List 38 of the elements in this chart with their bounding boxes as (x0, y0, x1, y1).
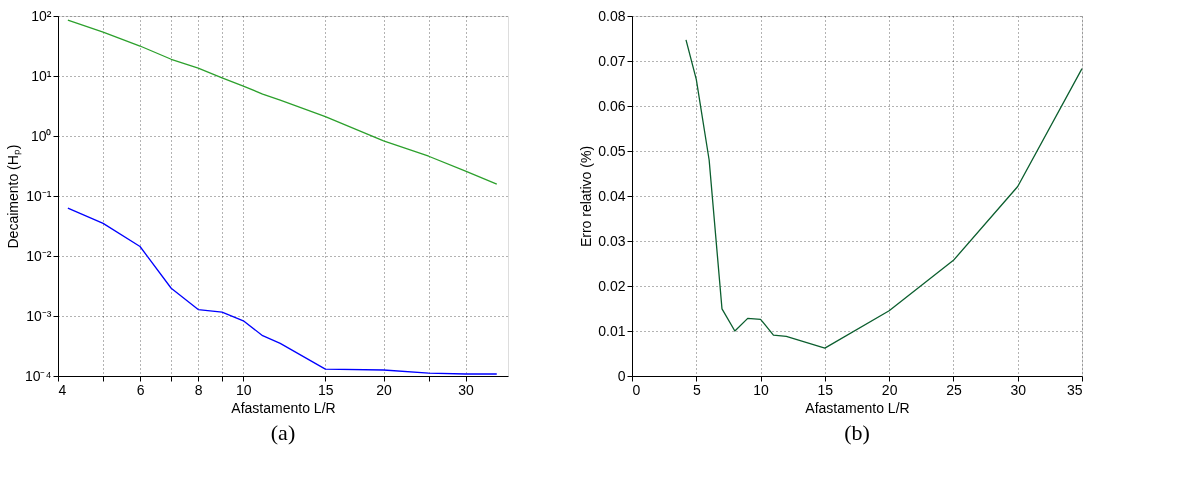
x-tick-label: 4 (58, 381, 67, 398)
x-tick-label: 35 (1066, 381, 1083, 398)
x-tick-label: 30 (1010, 381, 1027, 398)
x-tick-label: 25 (946, 381, 962, 398)
text: (b) (844, 420, 870, 445)
x-tick-label: 5 (692, 381, 701, 398)
y-axis-title: Decaimento (Hₚ) (4, 144, 22, 249)
y-tick-label: 10⁻² (26, 247, 52, 264)
y-tick-label: 0.01 (598, 322, 626, 339)
x-tick-label: 6 (136, 381, 145, 398)
y-axis-title: Erro relativo (%) (578, 145, 595, 248)
text: (a) (270, 420, 296, 445)
y-tick-label: 0.08 (598, 7, 626, 24)
y-tick-label: 0.06 (598, 97, 626, 114)
x-tick-label: 30 (458, 381, 475, 398)
y-tick-label: 0.07 (598, 52, 626, 69)
x-tick-label: 10 (236, 381, 252, 398)
x-tick-label: 15 (318, 381, 334, 398)
y-tick-label: 0 (617, 367, 626, 384)
x-tick-label: 20 (376, 381, 393, 398)
x-tick-label: 8 (194, 381, 203, 398)
x-axis-title: Afastamento L/R (231, 399, 336, 416)
y-tick-label: 10⁰ (30, 127, 52, 144)
y-tick-label: 10⁻¹ (26, 187, 52, 204)
x-axis-title: Afastamento L/R (805, 399, 910, 416)
x-tick-label: 0 (632, 381, 641, 398)
y-tick-label: 0.02 (598, 277, 626, 294)
y-tick-label: 10⁻⁴ (24, 367, 52, 384)
x-tick-label: 20 (881, 381, 898, 398)
y-tick-label: 10² (31, 7, 52, 24)
y-tick-label: 0.05 (598, 142, 626, 159)
x-tick-label: 15 (817, 381, 834, 398)
y-tick-label: 10⁻³ (26, 307, 52, 324)
line-series (685, 39, 1082, 349)
x-tick-label: 10 (753, 381, 770, 398)
y-tick-label: 0.04 (598, 187, 626, 204)
y-tick-label: 10¹ (31, 67, 52, 84)
y-tick-label: 0.03 (598, 232, 626, 249)
